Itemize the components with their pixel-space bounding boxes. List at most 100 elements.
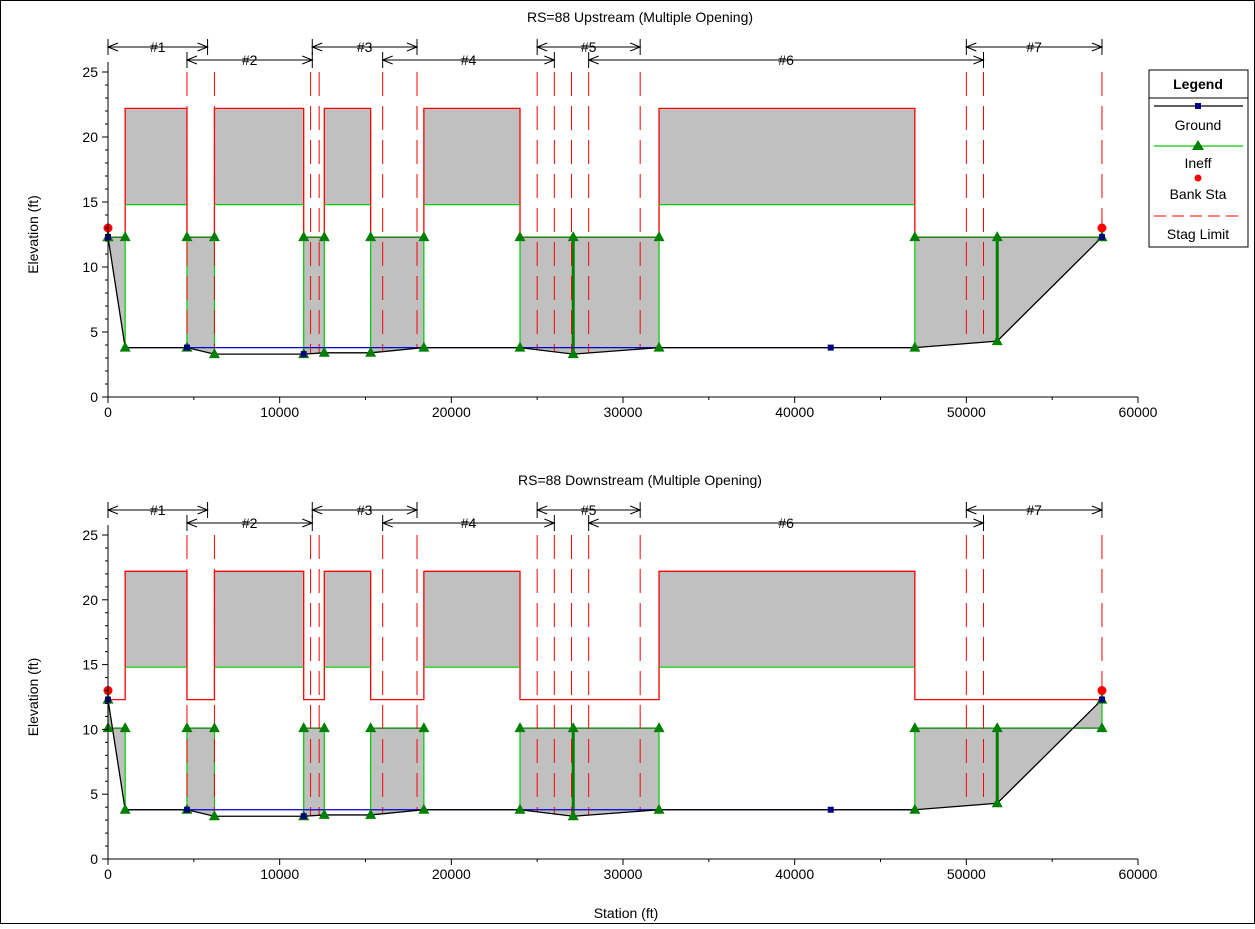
opening-arrow <box>964 505 977 515</box>
opening-arrow <box>629 505 642 515</box>
opening-arrow <box>544 55 556 65</box>
x-tick-label: 40000 <box>775 866 814 882</box>
ground-marker <box>300 813 307 820</box>
legend-title: Legend <box>1173 76 1223 92</box>
deck-fill <box>659 571 915 668</box>
ineff-ground-marker <box>653 803 665 814</box>
y-tick-label: 0 <box>90 389 98 405</box>
ineff-ground-marker <box>418 803 430 814</box>
opening-arrow <box>587 518 599 528</box>
opening-arrow <box>106 505 119 515</box>
ineff-ground-marker <box>365 808 377 819</box>
y-tick-label: 0 <box>90 851 98 867</box>
bank-station-marker <box>1097 223 1107 233</box>
opening-label: #5 <box>581 39 597 55</box>
ineff-ground-marker <box>365 346 377 357</box>
x-tick-label: 0 <box>104 866 112 882</box>
opening-label: #6 <box>778 52 794 68</box>
opening-arrow <box>106 42 119 52</box>
panel-1: RS=88 Downstream (Multiple Opening) Eleva… <box>25 472 1158 882</box>
opening-arrow <box>535 505 548 515</box>
opening-arrow <box>381 518 393 528</box>
ineff-marker <box>653 722 665 733</box>
opening-label: #2 <box>242 515 258 531</box>
y-tick-label: 25 <box>82 527 98 543</box>
opening-label: #4 <box>461 52 477 68</box>
legend: Legend Ground Ineff Bank Sta Stag Limit <box>1148 69 1249 248</box>
ineff-marker <box>514 231 526 242</box>
opening-arrow <box>197 42 209 52</box>
x-tick-label: 60000 <box>1119 404 1158 420</box>
ineff-fill <box>303 237 325 355</box>
legend-ineff-label: Ineff <box>1185 155 1212 171</box>
opening-label: #3 <box>357 39 373 55</box>
ineff-marker <box>318 231 330 242</box>
x-tick-label: 30000 <box>604 404 643 420</box>
ineff-marker <box>1096 722 1108 733</box>
ineff-marker <box>418 231 430 242</box>
opening-label: #4 <box>461 515 477 531</box>
ineff-marker <box>909 722 921 733</box>
panel-title: RS=88 Downstream (Multiple Opening) <box>518 472 762 488</box>
opening-arrow <box>197 505 209 515</box>
opening-arrow <box>185 518 198 528</box>
opening-arrow <box>535 42 548 52</box>
deck-fill <box>324 108 371 205</box>
ineff-ground-marker <box>909 803 921 814</box>
y-tick-label: 10 <box>82 721 98 737</box>
panel-title: RS=88 Upstream (Multiple Opening) <box>527 9 753 25</box>
ineff-fill <box>186 728 215 817</box>
ineff-marker <box>991 722 1003 733</box>
ineff-marker <box>653 231 665 242</box>
ineff-marker <box>991 231 1003 242</box>
panel-0: RS=88 Upstream (Multiple Opening) Elevati… <box>25 9 1158 420</box>
ineff-ground-marker <box>119 341 131 352</box>
x-tick-label: 10000 <box>260 866 299 882</box>
ineff-marker <box>208 231 220 242</box>
ineff-ground-marker <box>567 810 579 821</box>
ineff-marker <box>909 231 921 242</box>
ineff-marker <box>365 722 377 733</box>
opening-label: #1 <box>150 502 166 518</box>
ineff-marker <box>119 722 131 733</box>
ineff-fill <box>370 237 424 353</box>
ineff-marker <box>318 722 330 733</box>
opening-label: #7 <box>1026 502 1042 518</box>
ineff-fill <box>520 237 660 355</box>
ground-marker <box>183 344 190 351</box>
opening-label: #1 <box>150 39 166 55</box>
ineff-ground-marker <box>208 810 220 821</box>
deck-fill <box>214 108 304 205</box>
ineff-marker <box>418 722 430 733</box>
legend-ground-marker <box>1195 103 1201 109</box>
ineff-marker <box>181 722 193 733</box>
ineff-ground-marker <box>119 803 131 814</box>
ground-marker <box>827 806 834 813</box>
ineff-fill <box>370 728 424 815</box>
deck-fill <box>125 571 187 668</box>
opening-arrow <box>1091 505 1104 515</box>
deck-outline <box>108 570 1102 701</box>
ineff-marker <box>567 722 579 733</box>
x-tick-label: 10000 <box>260 404 299 420</box>
ineff-ground-marker <box>318 346 330 357</box>
opening-label: #7 <box>1026 39 1042 55</box>
deck-fill <box>423 571 520 668</box>
ineff-marker <box>514 722 526 733</box>
y-tick-label: 25 <box>82 64 98 80</box>
ineff-marker <box>298 722 310 733</box>
x-tick-label: 40000 <box>775 404 814 420</box>
ineff-ground-marker <box>514 341 526 352</box>
ineff-fill <box>186 237 215 355</box>
ineff-ground-marker <box>418 341 430 352</box>
ineff-marker <box>365 231 377 242</box>
opening-arrow <box>973 55 985 65</box>
ineff-marker <box>119 231 131 242</box>
opening-label: #3 <box>357 502 373 518</box>
deck-fill <box>125 108 187 205</box>
x-tick-label: 20000 <box>432 866 471 882</box>
opening-arrow <box>302 518 314 528</box>
bank-station-marker <box>1097 686 1107 696</box>
